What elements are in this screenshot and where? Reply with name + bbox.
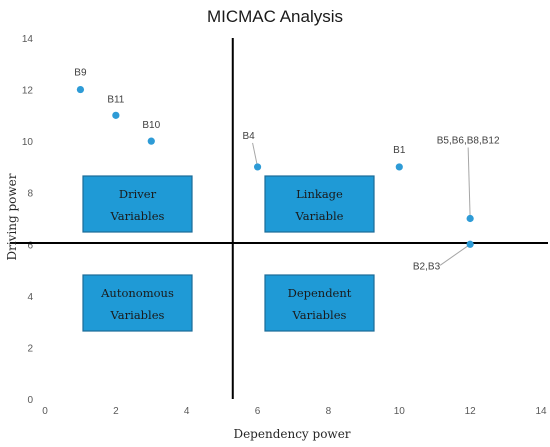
y-tick-label: 6 — [27, 240, 33, 251]
y-tick-label: 12 — [22, 86, 34, 97]
quadrant-boxes: Driver Variables Linkage Variable Autonomous… — [82, 175, 375, 332]
point-label: B5,B6,B8,B12 — [437, 136, 500, 147]
quadrant-label-line2: Variables — [292, 308, 347, 322]
point-label: B10 — [142, 120, 160, 131]
x-tick-label: 14 — [535, 406, 547, 417]
y-axis-label: Driving power — [5, 173, 19, 260]
quadrant-label-line2: Variable — [295, 209, 344, 223]
quadrant-label-line2: Variables — [110, 308, 165, 322]
x-tick-label: 4 — [184, 406, 190, 417]
x-tick-label: 10 — [394, 406, 406, 417]
quadrant-box-bottom-left — [82, 274, 193, 332]
quadrant-label-line1: Dependent — [288, 286, 352, 300]
callout-line — [252, 142, 259, 168]
data-point — [466, 240, 474, 248]
point-label: B4 — [242, 131, 255, 142]
quadrant-label-line2: Variables — [110, 209, 165, 223]
quadrant-label-line1: Driver — [119, 187, 157, 201]
y-tick-label: 10 — [22, 137, 34, 148]
data-point — [76, 85, 85, 94]
quadrant-box-bottom-right — [264, 274, 375, 332]
chart-title: MICMAC Analysis — [207, 7, 343, 26]
point-labels: B9 B11 B10 B4 B1 B5,B6,B8,B12 B2,B3 — [74, 68, 500, 273]
data-point — [147, 137, 155, 145]
quadrant-box-top-right — [264, 175, 375, 233]
callout-line — [439, 243, 471, 266]
x-tick-label: 2 — [113, 406, 119, 417]
point-label: B9 — [74, 68, 87, 79]
data-point — [112, 111, 120, 119]
quadrant-label-line1: Autonomous — [100, 286, 174, 300]
data-point — [466, 214, 474, 223]
quadrant-box-top-left — [82, 175, 193, 233]
point-label: B2,B3 — [413, 261, 441, 272]
y-axis-ticks: 0 2 4 6 8 10 12 14 — [22, 34, 34, 406]
callout-line — [467, 147, 471, 219]
x-tick-label: 12 — [465, 406, 477, 417]
quadrant-label-line1: Linkage — [296, 187, 343, 201]
x-tick-label: 0 — [42, 406, 48, 417]
x-axis-ticks: 0 2 4 6 8 10 12 14 — [42, 406, 547, 417]
x-tick-label: 6 — [255, 406, 261, 417]
data-points — [76, 85, 474, 248]
y-tick-label: 8 — [27, 189, 33, 200]
point-label: B1 — [393, 145, 406, 156]
y-tick-label: 0 — [27, 395, 33, 406]
x-axis-label: Dependency power — [233, 427, 350, 441]
y-tick-label: 14 — [22, 34, 34, 45]
point-label: B11 — [107, 94, 124, 105]
data-point — [395, 163, 403, 171]
y-tick-label: 4 — [27, 292, 33, 303]
label-callouts — [252, 142, 471, 266]
divider-lines — [10, 38, 548, 399]
x-tick-label: 8 — [326, 406, 332, 417]
data-point — [253, 163, 262, 171]
y-tick-label: 2 — [27, 343, 33, 354]
